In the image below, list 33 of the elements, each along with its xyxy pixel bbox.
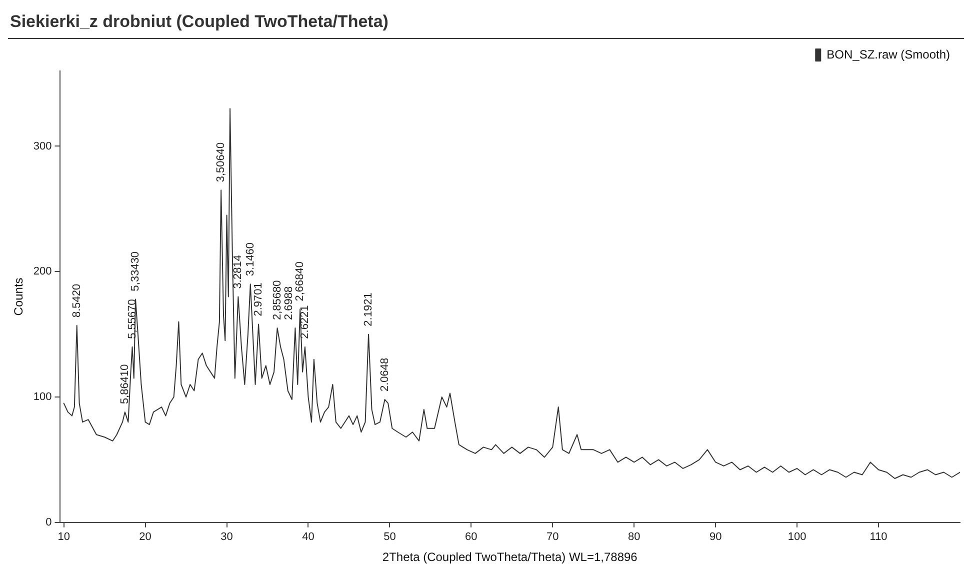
x-tick-label: 70: [546, 531, 559, 544]
annotation: 8.5420: [70, 284, 83, 318]
x-tick-label: 10: [58, 531, 70, 544]
x-tick-label: 110: [870, 531, 888, 544]
y-tick-label: 200: [33, 266, 52, 278]
annotation: 3,50640: [215, 142, 228, 182]
y-tick-label: 100: [33, 391, 52, 404]
annotation: 2.9701: [252, 282, 265, 316]
annotation: 2.0648: [378, 358, 391, 392]
x-tick-label: 90: [709, 531, 722, 544]
x-tick-label: 80: [628, 531, 640, 544]
x-tick-label: 20: [139, 531, 152, 544]
y-tick-label: 0: [46, 516, 52, 528]
annotation: 5,33430: [130, 251, 142, 292]
annotation: 2,66840: [294, 261, 306, 302]
x-tick-label: 50: [384, 531, 396, 544]
annotation: 3.1460: [244, 242, 256, 276]
annotation: 3.2814: [232, 255, 244, 289]
annotation: 2,85680: [271, 280, 284, 320]
annotation: 5,86410: [118, 364, 131, 404]
annotation: 5,55670: [126, 299, 138, 339]
x-tick-label: 60: [465, 531, 478, 544]
y-axis-title: Counts: [12, 278, 26, 316]
x-tick-label: 30: [220, 531, 233, 544]
x-axis-title: 2Theta (Coupled TwoTheta/Theta) WL=1,78896: [382, 550, 638, 564]
chart-title: Siekierki_z drobniut (Coupled TwoTheta/Theta): [8, 8, 964, 39]
y-tick-label: 300: [33, 140, 52, 152]
annotation: 2.1921: [362, 292, 375, 326]
x-tick-label: 40: [302, 531, 314, 544]
legend-label: BON_SZ.raw (Smooth): [826, 47, 950, 62]
x-tick-label: 100: [788, 531, 806, 544]
annotation: 2.6221: [299, 305, 312, 339]
annotation: 2.6988: [283, 286, 296, 320]
